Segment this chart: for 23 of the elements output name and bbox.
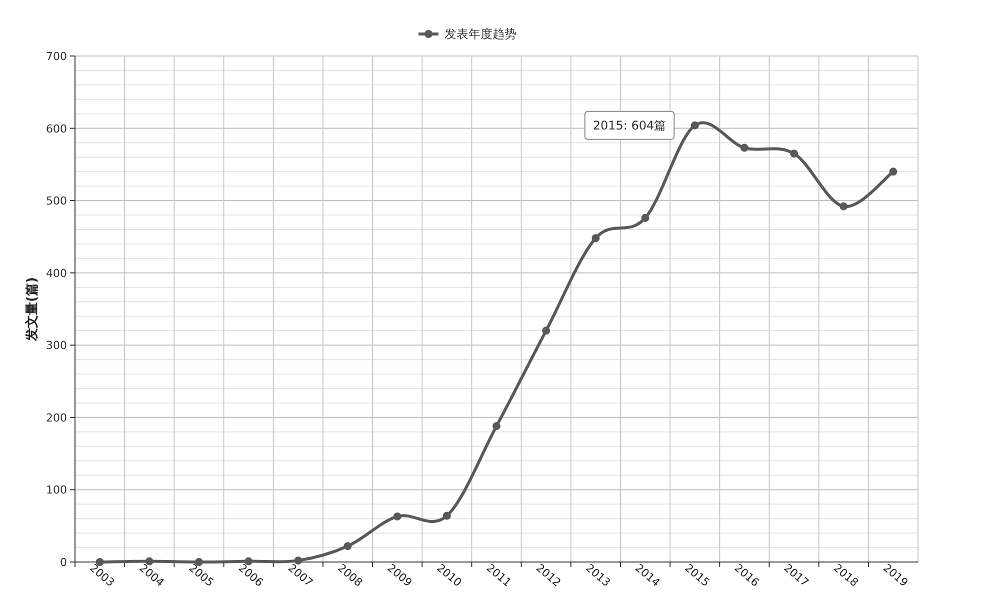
point	[790, 150, 798, 158]
y-tick-label: 400	[46, 266, 67, 280]
y-tick-label: 100	[46, 484, 67, 497]
point	[840, 202, 848, 210]
point	[492, 422, 500, 430]
y-tick-label: 0	[60, 556, 67, 569]
y-tick-label: 300	[46, 339, 67, 352]
y-tick-label: 700	[46, 50, 67, 63]
point	[442, 512, 451, 520]
point	[690, 121, 699, 130]
point	[740, 144, 748, 152]
point	[889, 168, 898, 176]
legend-label: 发表年度趋势	[444, 27, 516, 41]
annotation: 2015: 604篇	[592, 118, 666, 132]
y-tick-label: 500	[46, 194, 67, 208]
point	[393, 512, 402, 520]
point	[641, 214, 650, 222]
point	[344, 542, 352, 550]
point	[542, 326, 550, 335]
y-tick-label: 600	[46, 122, 67, 136]
y-axis-title: 发文量(篇)	[24, 277, 40, 342]
point	[592, 234, 600, 242]
y-tick-label: 200	[46, 411, 67, 424]
